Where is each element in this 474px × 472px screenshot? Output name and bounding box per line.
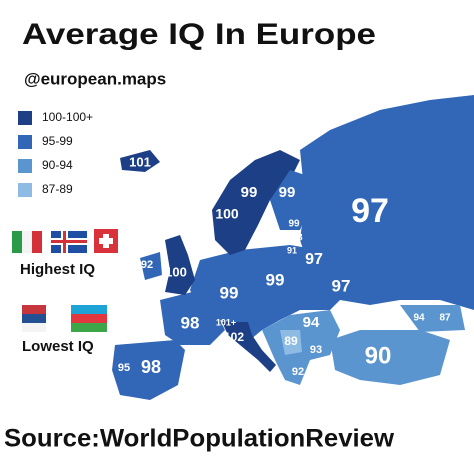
scandinavia — [212, 150, 300, 255]
legend-swatch — [18, 159, 32, 173]
legend-label: 90-94 — [42, 158, 73, 172]
map-value: 94 — [413, 313, 425, 324]
map-value: 96 — [348, 307, 360, 319]
legend-swatch — [18, 135, 32, 149]
map-value: 101 — [129, 154, 151, 169]
map-value: 91 — [379, 394, 389, 404]
map-value: 98 — [291, 233, 303, 244]
serbia-area — [280, 330, 302, 355]
title: Average IQ In Europe — [22, 18, 376, 51]
lowest-label: Lowest IQ — [22, 338, 94, 355]
source: Source:WorldPopulationReview — [4, 425, 395, 453]
legend-label: 100-100+ — [42, 110, 93, 124]
legend-swatch — [18, 111, 32, 125]
map-value: 97 — [305, 251, 323, 268]
map-value: 92 — [292, 366, 304, 378]
ireland — [140, 252, 162, 280]
map-value: 102 — [224, 330, 244, 344]
map-value: 99 — [288, 219, 300, 230]
map-value: 99 — [220, 283, 239, 302]
legend-swatch — [18, 183, 32, 197]
turkey — [330, 330, 450, 385]
iceland — [120, 150, 160, 172]
map — [112, 95, 474, 400]
map-value: 95 — [118, 362, 130, 374]
highest-label: Highest IQ — [20, 261, 95, 278]
map-value: 98 — [141, 357, 161, 377]
flags — [12, 229, 118, 332]
map-value: 99 — [266, 270, 285, 289]
land-east — [300, 95, 474, 310]
handle: @european.maps — [24, 69, 166, 88]
map-value: 100 — [165, 264, 187, 279]
map-value: 97 — [332, 276, 351, 295]
map-value: 87 — [439, 313, 451, 324]
uk — [165, 235, 195, 295]
map-value: 92 — [141, 259, 153, 271]
map-value: 98 — [181, 313, 200, 332]
iberia — [112, 340, 185, 400]
map-value: 99 — [279, 184, 296, 201]
land-west — [160, 290, 225, 345]
caucasus — [400, 305, 465, 332]
map-value: 94 — [303, 314, 320, 331]
map-value: 91 — [287, 245, 297, 255]
map-value: 99 — [241, 184, 258, 201]
map-value: 90 — [365, 342, 392, 369]
italy — [222, 322, 276, 372]
legend-label: 87-89 — [42, 182, 73, 196]
finland — [270, 170, 310, 230]
land-central — [190, 245, 340, 340]
map-value: 100 — [215, 206, 239, 222]
legend-label: 95-99 — [42, 134, 73, 148]
map-value: 93 — [310, 344, 322, 356]
map-value: 89 — [284, 334, 298, 348]
map-value: 101+ — [216, 317, 236, 327]
map-value: 97 — [351, 192, 389, 230]
